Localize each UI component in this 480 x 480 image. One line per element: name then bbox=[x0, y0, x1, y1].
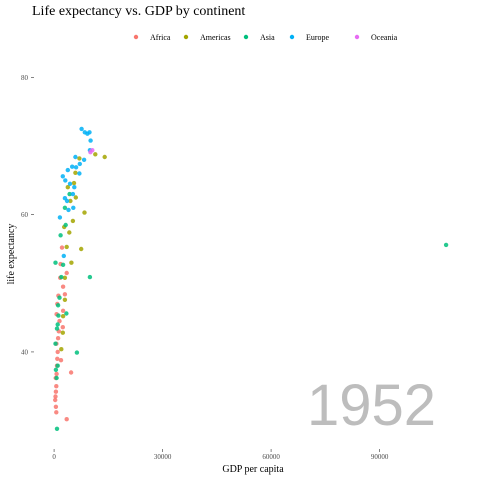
point-europe bbox=[61, 174, 65, 178]
point-europe bbox=[58, 215, 62, 219]
legend-key-asia bbox=[244, 35, 248, 39]
point-europe bbox=[74, 165, 78, 169]
point-americas bbox=[71, 219, 75, 223]
point-asia bbox=[56, 303, 60, 307]
point-asia bbox=[54, 376, 58, 380]
legend-label-europe: Europe bbox=[306, 33, 330, 42]
point-americas bbox=[61, 331, 65, 335]
point-americas bbox=[74, 195, 78, 199]
point-asia bbox=[56, 313, 60, 317]
point-americas bbox=[65, 245, 69, 249]
point-asia bbox=[55, 427, 59, 431]
point-asia bbox=[56, 322, 60, 326]
point-asia bbox=[58, 233, 62, 237]
point-africa bbox=[56, 336, 60, 340]
y-tick-label: 40 bbox=[21, 348, 29, 356]
point-europe bbox=[63, 178, 67, 182]
legend-key-americas bbox=[184, 35, 188, 39]
point-americas bbox=[69, 261, 73, 265]
point-asia bbox=[56, 364, 60, 368]
point-americas bbox=[82, 210, 86, 214]
point-asia bbox=[59, 275, 63, 279]
point-africa bbox=[65, 417, 69, 421]
point-americas bbox=[77, 156, 81, 160]
point-asia bbox=[64, 311, 68, 315]
point-europe bbox=[88, 138, 92, 142]
point-africa bbox=[61, 325, 65, 329]
point-europe bbox=[82, 158, 86, 162]
chart-title: Life expectancy vs. GDP by continent bbox=[32, 4, 245, 19]
point-americas bbox=[63, 298, 67, 302]
point-asia bbox=[61, 263, 65, 267]
legend-key-oceania bbox=[355, 35, 359, 39]
point-asia bbox=[63, 223, 67, 227]
point-asia bbox=[88, 275, 92, 279]
legend-key-africa bbox=[134, 35, 138, 39]
point-europe bbox=[71, 206, 75, 210]
point-americas bbox=[93, 152, 97, 156]
y-tick-label: 80 bbox=[21, 74, 29, 82]
x-tick-label: 30000 bbox=[154, 453, 172, 461]
point-asia bbox=[444, 243, 448, 247]
point-europe bbox=[73, 155, 77, 159]
point-africa bbox=[54, 405, 58, 409]
point-asia bbox=[53, 261, 57, 265]
point-oceania bbox=[90, 148, 94, 152]
point-asia bbox=[75, 350, 79, 354]
point-europe bbox=[77, 171, 81, 175]
point-africa bbox=[60, 245, 64, 249]
point-africa bbox=[69, 370, 73, 374]
point-americas bbox=[67, 230, 71, 234]
legend-key-europe bbox=[290, 35, 294, 39]
x-tick-label: 90000 bbox=[371, 453, 389, 461]
point-americas bbox=[103, 155, 107, 159]
y-axis-label: life expectancy bbox=[6, 224, 17, 285]
point-americas bbox=[73, 171, 77, 175]
point-asia bbox=[54, 368, 58, 372]
point-europe bbox=[62, 254, 66, 258]
legend: Africa Americas Asia Europe Oceania bbox=[134, 33, 398, 42]
legend-label-oceania: Oceania bbox=[371, 33, 398, 42]
y-axis: 40 60 80 bbox=[21, 74, 34, 356]
point-africa bbox=[61, 285, 65, 289]
point-europe bbox=[66, 168, 70, 172]
point-europe bbox=[71, 192, 75, 196]
point-europe bbox=[65, 199, 69, 203]
point-asia bbox=[57, 296, 61, 300]
point-europe bbox=[66, 208, 70, 212]
x-axis: 0 30000 60000 90000 bbox=[52, 449, 389, 461]
point-americas bbox=[59, 347, 63, 351]
point-europe bbox=[68, 182, 72, 186]
point-africa bbox=[54, 390, 58, 394]
point-europe bbox=[70, 165, 74, 169]
legend-label-africa: Africa bbox=[150, 33, 171, 42]
point-americas bbox=[79, 247, 83, 251]
point-europe bbox=[72, 185, 76, 189]
point-africa bbox=[53, 398, 57, 402]
point-africa bbox=[54, 384, 58, 388]
point-africa bbox=[59, 358, 63, 362]
x-axis-label: GDP per capita bbox=[222, 464, 284, 475]
point-europe bbox=[83, 130, 87, 134]
legend-label-americas: Americas bbox=[200, 33, 231, 42]
point-africa bbox=[54, 372, 58, 376]
legend-label-asia: Asia bbox=[260, 33, 275, 42]
year-label: 1952 bbox=[307, 373, 436, 438]
point-asia bbox=[55, 326, 59, 330]
point-asia bbox=[53, 342, 57, 346]
point-africa bbox=[56, 350, 60, 354]
x-tick-label: 60000 bbox=[262, 453, 280, 461]
point-africa bbox=[65, 271, 69, 275]
y-tick-label: 60 bbox=[21, 211, 29, 219]
x-tick-label: 0 bbox=[52, 453, 56, 461]
point-africa bbox=[54, 410, 58, 414]
point-europe bbox=[78, 162, 82, 166]
point-europe bbox=[79, 127, 83, 131]
point-africa bbox=[63, 292, 67, 296]
point-americas bbox=[72, 181, 76, 185]
